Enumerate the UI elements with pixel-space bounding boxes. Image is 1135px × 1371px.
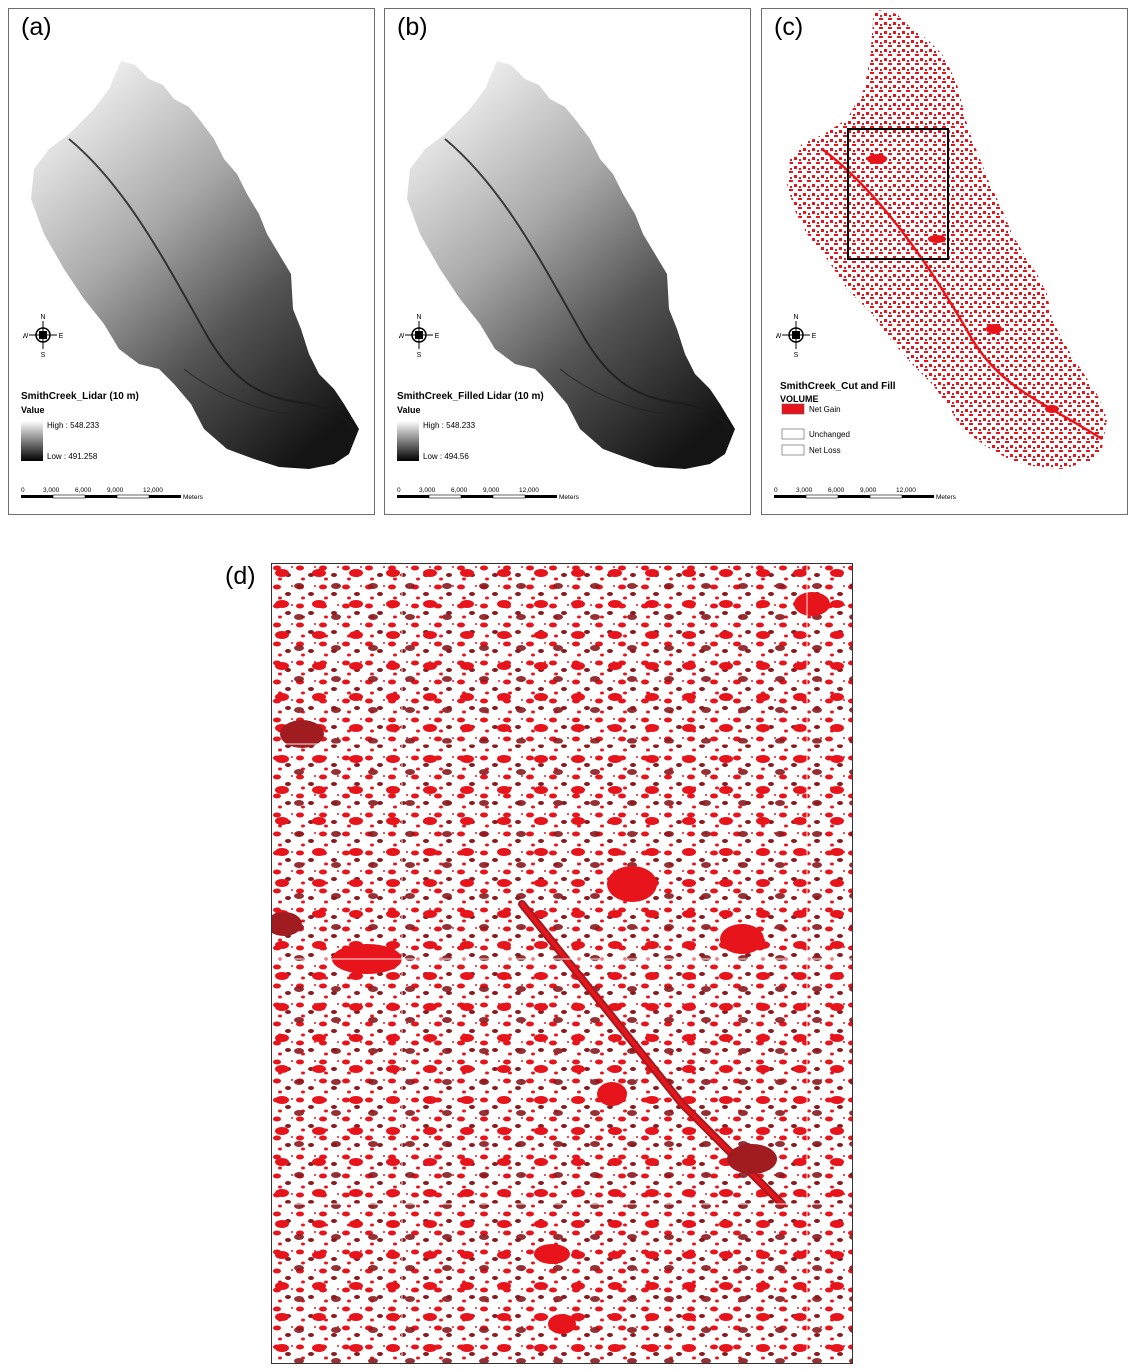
north-arrow-icon: N S E W [776, 314, 816, 357]
watershed-lidar [31, 61, 359, 469]
legend-class-net-gain: Net Gain [809, 405, 841, 414]
svg-text:E: E [812, 333, 816, 340]
svg-text:9,000: 9,000 [107, 487, 124, 494]
panel-a-map [21, 61, 359, 469]
svg-text:6,000: 6,000 [451, 487, 468, 494]
svg-text:N: N [793, 314, 798, 321]
svg-text:3,000: 3,000 [796, 487, 813, 494]
svg-text:Meters: Meters [559, 494, 580, 501]
svg-text:9,000: 9,000 [860, 487, 877, 494]
svg-text:W: W [776, 333, 782, 340]
svg-text:S: S [41, 352, 46, 357]
scale-bar: 0 3,000 6,000 9,000 12,000 Meters [21, 487, 204, 501]
legend-title: SmithCreek_Filled Lidar (10 m) [397, 391, 544, 402]
svg-text:3,000: 3,000 [419, 487, 436, 494]
legend-subtitle: Value [21, 405, 45, 415]
svg-text:0: 0 [21, 487, 25, 494]
panel-c: (c) N S [761, 8, 1128, 515]
panel-letter-c: (c) [774, 13, 804, 41]
legend-swatch-net-loss [781, 444, 805, 456]
legend-title: SmithCreek_Cut and Fill [780, 381, 896, 392]
svg-text:S: S [794, 352, 799, 357]
legend-title: SmithCreek_Lidar (10 m) [21, 391, 139, 402]
watershed-cut-fill [787, 9, 1107, 469]
svg-text:12,000: 12,000 [896, 487, 916, 494]
legend-swatch-unchanged [781, 428, 805, 440]
north-arrow-icon: N S E W [399, 314, 439, 357]
svg-text:0: 0 [397, 487, 401, 494]
panel-letter-d: (d) [225, 562, 256, 590]
svg-text:W: W [399, 333, 405, 340]
svg-text:S: S [417, 352, 422, 357]
legend-low: Low : 494.56 [423, 452, 469, 461]
legend-subtitle: Value [397, 405, 421, 415]
panel-b: (b) N S E W SmithCreek_Filled Lidar (10 … [384, 8, 751, 515]
svg-text:12,000: 12,000 [519, 487, 539, 494]
svg-text:3,000: 3,000 [43, 487, 60, 494]
inset-extent-box [847, 128, 949, 260]
legend-low: Low : 491.258 [47, 452, 98, 461]
svg-text:N: N [416, 314, 421, 321]
legend-class-net-loss: Net Loss [809, 446, 841, 455]
panel-letter-b: (b) [397, 13, 428, 41]
panel-d-detail-map [271, 563, 853, 1364]
svg-text:E: E [59, 333, 63, 340]
svg-text:6,000: 6,000 [828, 487, 845, 494]
svg-text:W: W [23, 333, 29, 340]
panel-b-map [397, 61, 735, 469]
svg-text:Meters: Meters [183, 494, 204, 501]
svg-text:9,000: 9,000 [483, 487, 500, 494]
legend-high: High : 548.233 [47, 421, 100, 430]
legend-subtitle: VOLUME [780, 394, 819, 404]
panel-c-map [781, 9, 1107, 469]
color-ramp [21, 421, 43, 461]
legend-swatch-net-gain [781, 403, 805, 415]
north-arrow-icon: N S E W [23, 314, 63, 357]
svg-text:E: E [435, 333, 439, 340]
panel-a: (a) N S E W SmithCreek_Lidar (10 m) Valu… [8, 8, 375, 515]
color-ramp [397, 421, 419, 461]
legend-high: High : 548.233 [423, 421, 476, 430]
svg-text:N: N [40, 314, 45, 321]
scale-bar: 0 3,000 6,000 9,000 12,000 Meters [774, 487, 957, 501]
panel-letter-a: (a) [21, 13, 52, 41]
svg-text:Meters: Meters [936, 494, 957, 501]
svg-text:12,000: 12,000 [143, 487, 163, 494]
cut-fill-detail [272, 564, 852, 1363]
svg-text:0: 0 [774, 487, 778, 494]
legend-class-unchanged: Unchanged [809, 430, 850, 439]
svg-text:6,000: 6,000 [75, 487, 92, 494]
watershed-filled-lidar [407, 61, 735, 469]
scale-bar: 0 3,000 6,000 9,000 12,000 Meters [397, 487, 580, 501]
